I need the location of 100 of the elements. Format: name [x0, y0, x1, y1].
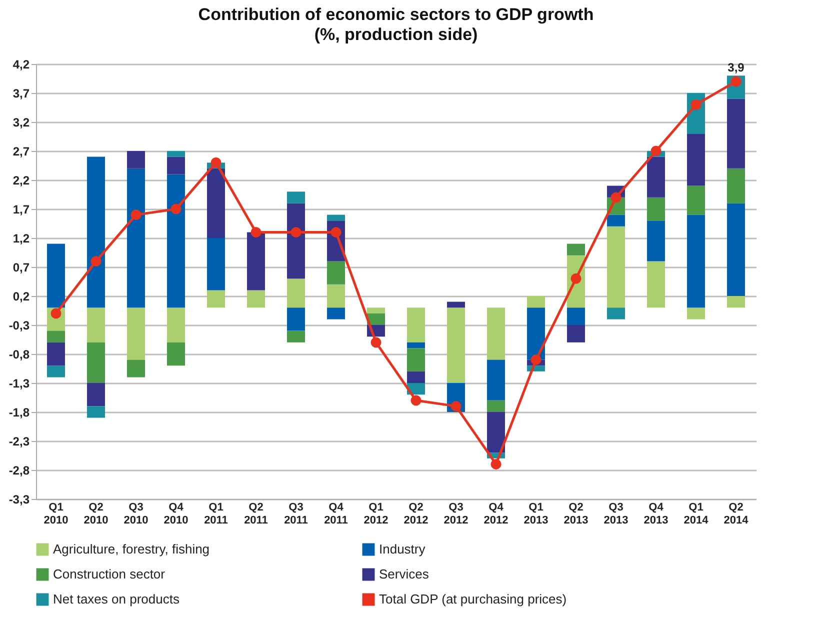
bar [287, 203, 305, 279]
x-tick-label: Q3 2012 [444, 502, 468, 526]
bar [407, 348, 425, 372]
bar [687, 134, 705, 186]
bar [247, 290, 265, 308]
y-tick-label: -0,8 [8, 348, 30, 362]
legend-label: Services [379, 566, 430, 582]
bar [127, 151, 145, 168]
y-tick-label: -0,3 [8, 318, 30, 332]
y-tick-label: 1,2 [12, 232, 30, 246]
y-tick-label: -1,8 [8, 406, 30, 420]
bar [287, 278, 305, 308]
legend-label: Agriculture, forestry, fishing [53, 542, 210, 557]
bar [647, 261, 665, 308]
bar [167, 174, 185, 308]
x-tick-label: Q4 2010 [164, 502, 188, 526]
bar [87, 406, 105, 418]
x-tick-label: Q4 2013 [644, 502, 668, 526]
x-tick-label: Q2 2014 [724, 502, 750, 526]
point [650, 146, 662, 156]
bar [407, 342, 425, 348]
point [130, 210, 142, 220]
x-tick-label: Q4 2011 [324, 502, 348, 526]
bar [607, 226, 625, 308]
y-tick-label: 0,2 [12, 290, 30, 304]
bar [127, 168, 145, 308]
point [50, 308, 62, 319]
bar [567, 308, 585, 325]
point [690, 99, 702, 110]
x-tick-label: Q3 2013 [604, 502, 628, 526]
bar [47, 330, 65, 342]
annotation: 3,9 [728, 60, 745, 74]
point [290, 226, 302, 238]
bar [607, 308, 625, 320]
point [90, 256, 102, 266]
bar [447, 308, 465, 383]
point [490, 458, 502, 470]
x-tick-label: Q1 2010 [44, 502, 68, 526]
bar [567, 325, 585, 342]
x-tick-label: Q1 2014 [684, 502, 710, 526]
bar [727, 296, 745, 308]
bar [47, 244, 65, 308]
bar [127, 360, 145, 378]
bar [47, 366, 65, 378]
bar [327, 261, 345, 284]
bar [687, 186, 705, 215]
bar [367, 313, 385, 325]
bar [207, 290, 225, 308]
bar [367, 308, 385, 314]
point [530, 354, 542, 366]
y-tick-label: 3,7 [12, 86, 30, 100]
bar [407, 308, 425, 342]
y-tick-label: 1,7 [12, 202, 30, 216]
point [610, 192, 622, 203]
bar [207, 238, 225, 290]
bar [487, 360, 505, 400]
legend-label: Industry [379, 542, 426, 557]
point [250, 226, 262, 238]
legend-label: Total GDP (at purchasing prices) [379, 592, 567, 606]
bar [327, 214, 345, 221]
y-tick-label: 3,2 [12, 116, 30, 130]
bar [647, 220, 665, 262]
bar [687, 214, 705, 308]
bar [647, 156, 665, 198]
bar [87, 342, 105, 383]
bar [87, 308, 105, 342]
y-tick-label: -1,3 [8, 376, 30, 390]
x-tick-label: Q3 2010 [124, 502, 148, 526]
y-tick-label: 2,7 [12, 144, 30, 158]
bar [287, 192, 305, 204]
bar [407, 371, 425, 383]
bar [487, 412, 505, 453]
point [210, 157, 222, 168]
x-tick-label: Q1 2011 [204, 502, 228, 526]
bar [167, 151, 185, 157]
bar [247, 232, 265, 290]
point [570, 273, 582, 284]
point [450, 400, 462, 412]
bar [87, 383, 105, 406]
point [730, 76, 742, 87]
point [410, 395, 422, 406]
point [170, 204, 182, 214]
chart-subtitle: (%, production side) [314, 25, 478, 44]
x-tick-label: Q1 2012 [364, 502, 388, 526]
bar [87, 156, 105, 308]
y-tick-label: 0,7 [12, 260, 30, 274]
x-tick-label: Q2 2013 [564, 502, 588, 526]
bar [487, 400, 505, 412]
bar [727, 98, 745, 168]
bar [127, 308, 145, 360]
y-tick-label: -3,3 [8, 492, 30, 506]
bar [47, 342, 65, 366]
bar [167, 156, 185, 174]
bar [447, 302, 465, 308]
bar [687, 308, 705, 320]
x-tick-label: Q2 2010 [84, 502, 108, 526]
point [330, 226, 342, 238]
bar [527, 296, 545, 308]
bar [727, 203, 745, 296]
bar [567, 244, 585, 256]
